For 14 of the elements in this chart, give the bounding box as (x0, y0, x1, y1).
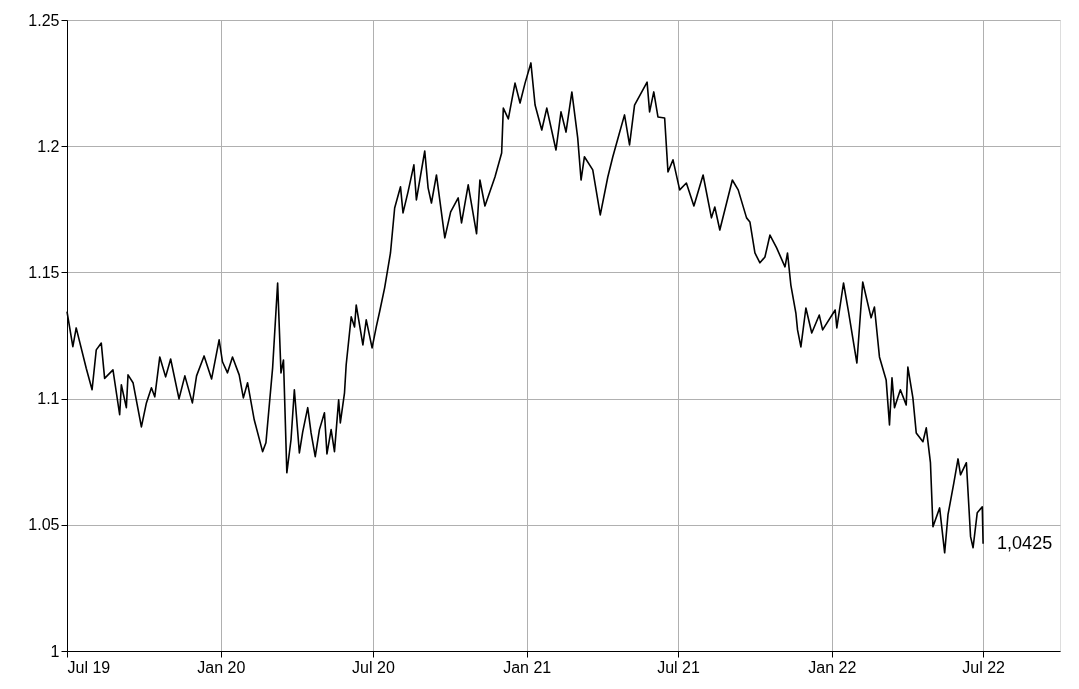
y-tick-label: 1.1 (37, 390, 60, 408)
x-tick-label: Jul 19 (67, 658, 111, 676)
annotation: 1,0425 (997, 532, 1053, 553)
y-tick-label: 1.15 (28, 263, 60, 281)
y-tick-label: 1.25 (28, 11, 60, 29)
y-tick-label: 1 (50, 642, 60, 660)
y-tick-label: 1.05 (28, 516, 60, 534)
x-tick-label: Jul 22 (962, 658, 1006, 676)
x-tick-label: Jul 21 (657, 658, 700, 676)
x-tick-label: Jan 20 (197, 658, 246, 676)
x-tick-label: Jan 21 (503, 658, 552, 676)
y-tick-label: 1.2 (37, 137, 60, 155)
x-tick-label: Jan 22 (808, 658, 857, 676)
x-tick-label: Jul 20 (352, 658, 395, 676)
